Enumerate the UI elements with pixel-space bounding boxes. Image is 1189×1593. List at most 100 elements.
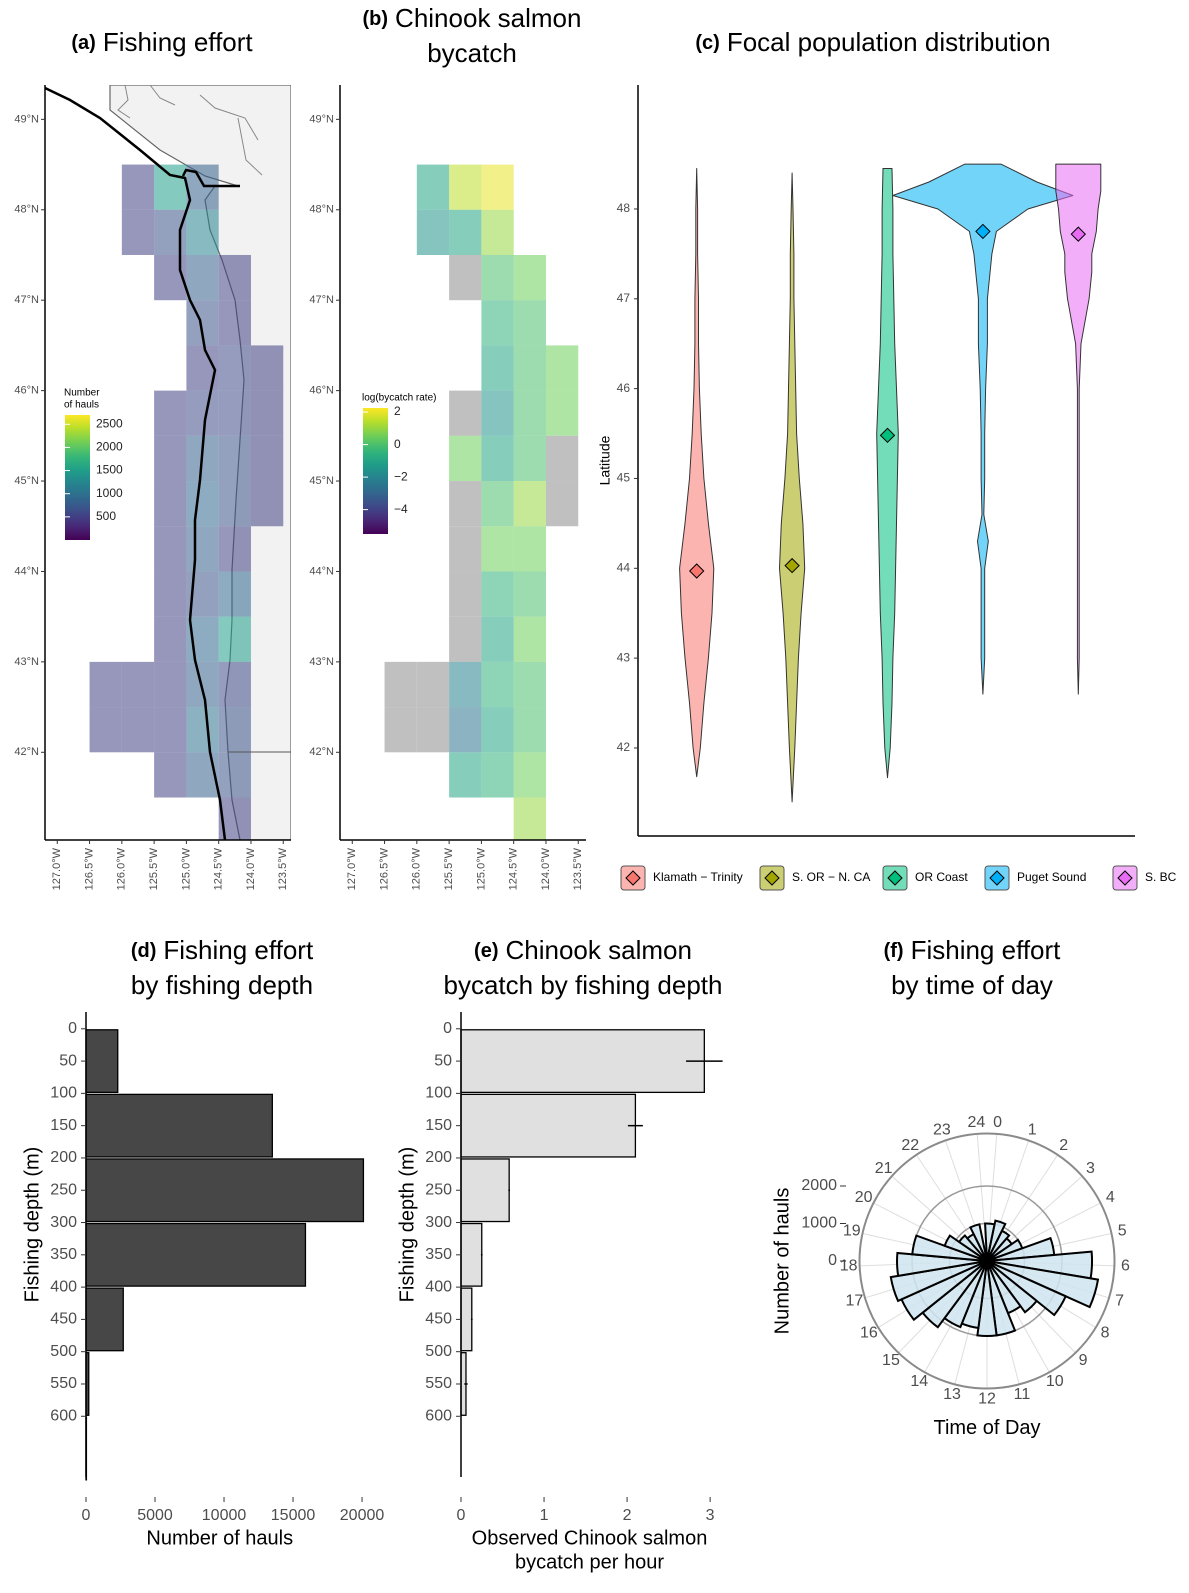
grid-cell bbox=[251, 391, 283, 436]
figure: 42°N43°N44°N45°N46°N47°N48°N49°N127.0°W1… bbox=[0, 0, 1189, 1593]
panel-tag: (a) bbox=[71, 32, 95, 54]
bar bbox=[86, 1159, 363, 1222]
grid-cell bbox=[449, 662, 481, 707]
y-tick-label: 500 bbox=[50, 1343, 77, 1360]
panel-title-text: Fishing effort bbox=[163, 935, 314, 965]
colorbar-tick-label: 2 bbox=[394, 404, 401, 418]
x-tick-label: 127.0°W bbox=[346, 847, 358, 890]
theta-tick-label: 3 bbox=[1086, 1160, 1095, 1177]
y-tick-label: 200 bbox=[425, 1149, 452, 1166]
x-tick-label: 127.0°W bbox=[51, 847, 63, 890]
y-tick-label: 42°N bbox=[309, 746, 334, 758]
y-tick-label: 550 bbox=[50, 1375, 77, 1392]
theta-tick-label: 6 bbox=[1121, 1258, 1130, 1275]
y-tick-label: 0 bbox=[68, 1020, 77, 1037]
y-tick-label: 44°N bbox=[309, 565, 334, 577]
y-tick-label: 350 bbox=[425, 1246, 452, 1263]
y-tick-label: 550 bbox=[425, 1375, 452, 1392]
grid-cell bbox=[90, 707, 122, 752]
grid-cell bbox=[481, 617, 513, 662]
theta-tick-label: 0 bbox=[993, 1114, 1002, 1131]
legend-label: S. BC bbox=[1145, 870, 1177, 884]
grid-cell bbox=[154, 707, 186, 752]
x-axis-title: Number of hauls bbox=[146, 1527, 293, 1549]
grid-cell bbox=[546, 481, 578, 526]
y-tick-label: 43°N bbox=[309, 656, 334, 668]
x-axis-title: Observed Chinook salmon bbox=[472, 1527, 708, 1549]
panel-title-text: by fishing depth bbox=[131, 970, 313, 1000]
panel-title: by time of day bbox=[891, 970, 1053, 1000]
grid-cell bbox=[514, 391, 546, 436]
x-tick-label: 126.0°W bbox=[116, 847, 128, 890]
grid-cell bbox=[186, 391, 218, 436]
theta-tick-label: 15 bbox=[882, 1352, 900, 1369]
violin bbox=[780, 173, 805, 802]
grid-cell bbox=[219, 481, 251, 526]
grid-cell bbox=[481, 300, 513, 345]
grid-cell bbox=[417, 707, 449, 752]
grid-cell bbox=[154, 752, 186, 797]
colorbar-tick-label: 2000 bbox=[96, 440, 123, 454]
panel-tag: (d) bbox=[131, 940, 157, 962]
bar bbox=[461, 1094, 635, 1157]
colorbar-tick-label: 2500 bbox=[96, 416, 123, 430]
panel-tag: (f) bbox=[884, 940, 904, 962]
theta-tick-label: 9 bbox=[1079, 1352, 1088, 1369]
y-tick-label: 50 bbox=[59, 1052, 77, 1069]
r-tick-label: 2000 bbox=[801, 1177, 837, 1194]
grid-cell bbox=[514, 617, 546, 662]
y-tick-label: 500 bbox=[425, 1343, 452, 1360]
grid-cell bbox=[154, 526, 186, 571]
y-tick-label: 44 bbox=[617, 560, 631, 574]
x-tick-label: 125.0°W bbox=[475, 847, 487, 890]
grid-cell bbox=[219, 662, 251, 707]
grid-cell bbox=[449, 165, 481, 210]
x-tick-label: 124.5°W bbox=[508, 847, 520, 890]
x-tick-label: 124.5°W bbox=[213, 847, 225, 890]
x-tick-label: 124.0°W bbox=[540, 847, 552, 890]
colorbar-tick-label: 0 bbox=[394, 437, 401, 451]
y-tick-label: 45°N bbox=[14, 475, 39, 487]
grid-cell bbox=[122, 707, 154, 752]
grid-cell bbox=[154, 436, 186, 481]
grid-cell bbox=[219, 391, 251, 436]
grid-cell bbox=[219, 300, 251, 345]
grid-cell bbox=[186, 707, 218, 752]
y-tick-label: 300 bbox=[50, 1214, 77, 1231]
y-tick-label: 100 bbox=[425, 1085, 452, 1102]
x-tick-label: 0 bbox=[457, 1507, 466, 1524]
grid-cell bbox=[514, 526, 546, 571]
grid-cell bbox=[514, 707, 546, 752]
bar bbox=[86, 1288, 123, 1351]
grid-cell bbox=[154, 210, 186, 255]
panel-title-text: bycatch by fishing depth bbox=[444, 970, 723, 1000]
x-tick-label: 123.5°W bbox=[572, 847, 584, 890]
panel-title-text: by time of day bbox=[891, 970, 1053, 1000]
grid-cell bbox=[481, 165, 513, 210]
grid-cell bbox=[481, 571, 513, 616]
x-tick-label: 125.5°W bbox=[148, 847, 160, 890]
grid-cell bbox=[514, 255, 546, 300]
x-tick-label: 3 bbox=[706, 1507, 715, 1524]
grid-cell bbox=[449, 255, 481, 300]
grid-cell bbox=[186, 662, 218, 707]
grid-cell bbox=[546, 391, 578, 436]
panel-title: (c)Focal population distribution bbox=[695, 27, 1050, 57]
y-tick-label: 47°N bbox=[14, 294, 39, 306]
panel-title: (a)Fishing effort bbox=[71, 27, 253, 57]
theta-tick-label: 18 bbox=[840, 1258, 858, 1275]
grid-cell bbox=[449, 391, 481, 436]
theta-tick-label: 17 bbox=[846, 1292, 864, 1309]
legend-label: Klamath − Trinity bbox=[653, 870, 743, 884]
grid-cell bbox=[514, 436, 546, 481]
colorbar-title: log(bycatch rate) bbox=[362, 393, 436, 404]
grid-cell bbox=[122, 165, 154, 210]
grid-cell bbox=[481, 210, 513, 255]
grid-cell bbox=[449, 617, 481, 662]
colorbar-tick-label: 1500 bbox=[96, 463, 123, 477]
x-axis-title: Time of Day bbox=[933, 1417, 1040, 1439]
x-tick-label: 0 bbox=[82, 1507, 91, 1524]
theta-tick-label: 1 bbox=[1028, 1121, 1037, 1138]
grid-cell bbox=[154, 662, 186, 707]
violin bbox=[1056, 164, 1101, 694]
